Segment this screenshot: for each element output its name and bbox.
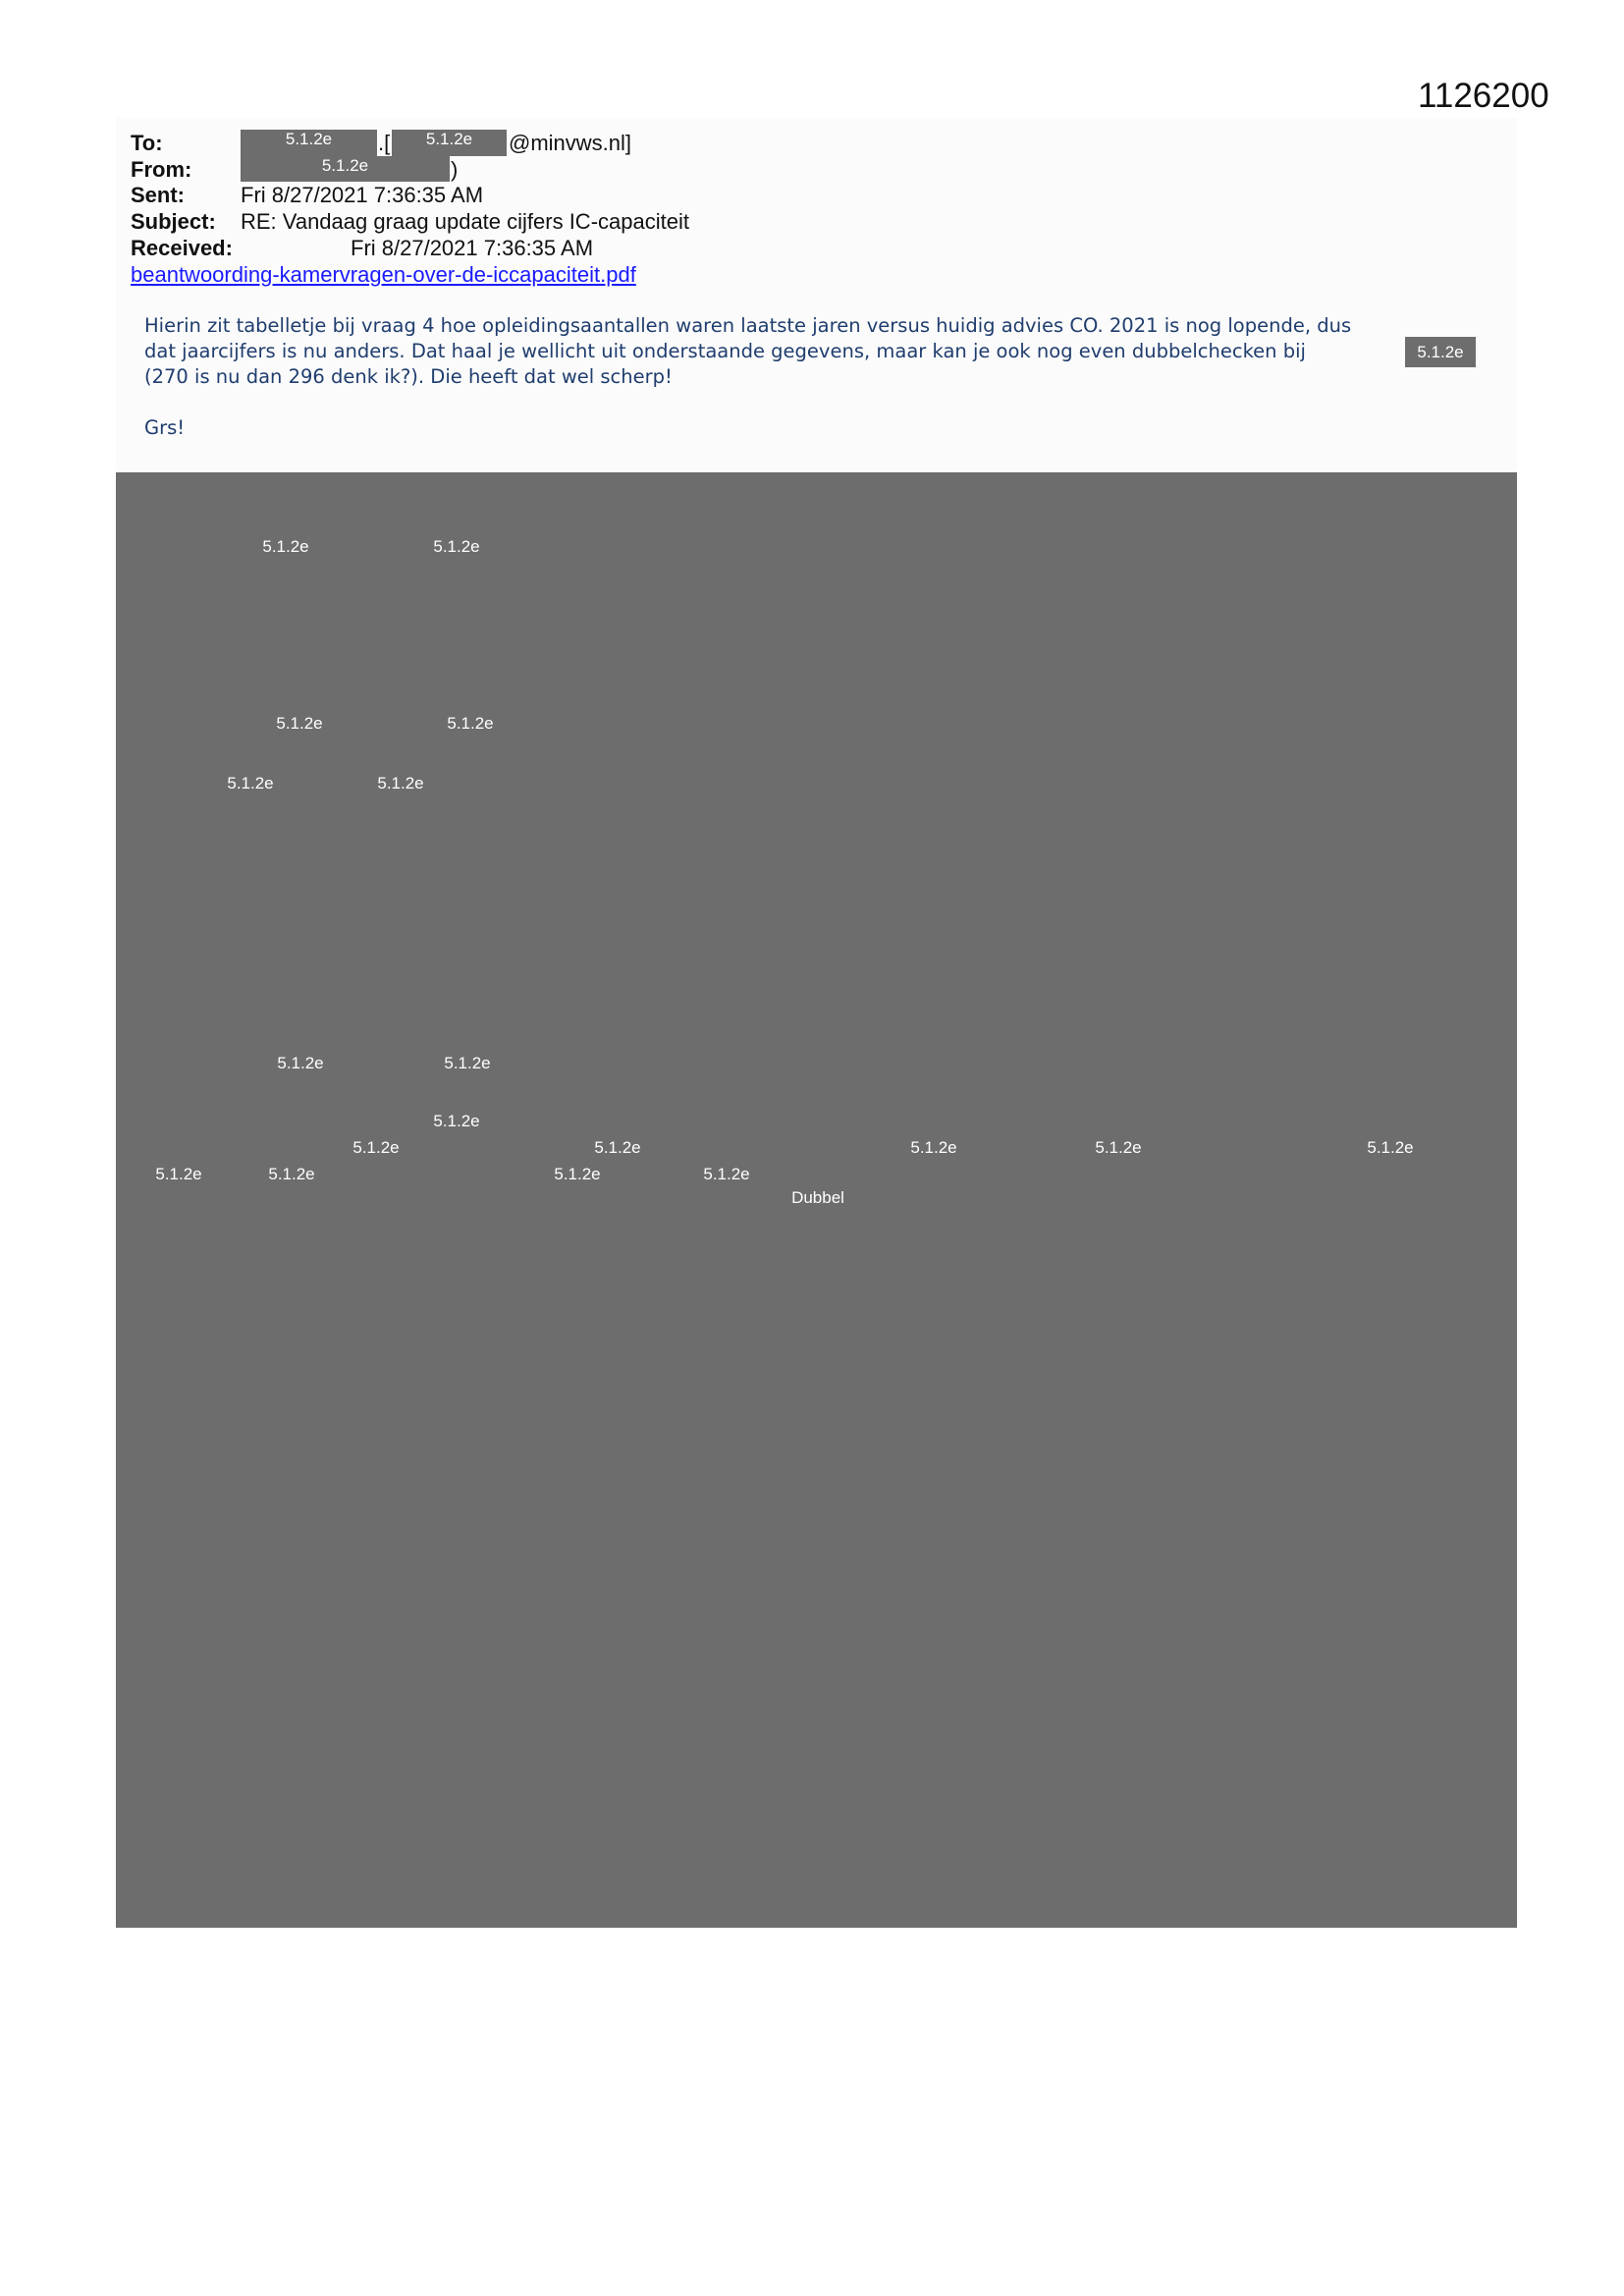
redaction-label: 5.1.2e [554, 1165, 601, 1183]
redaction-label: 5.1.2e [1367, 1138, 1414, 1157]
body-line-3: (270 is nu dan 296 denk ik?). Die heeft … [144, 365, 673, 388]
body-line-2: dat jaarcijfers is nu anders. Dat haal j… [144, 340, 1306, 362]
document-number: 1126200 [1418, 77, 1549, 115]
redaction-label: 5.1.2e [1095, 1138, 1142, 1157]
received-value: Fri 8/27/2021 7:36:35 AM [351, 236, 594, 260]
to-domain: @minvws.nl] [509, 131, 632, 155]
visible-word: Dubbel [791, 1188, 844, 1207]
redaction: 5.1.2e [241, 156, 450, 182]
redaction-label: 5.1.2e [433, 1112, 480, 1130]
to-separator: .[ [378, 131, 391, 155]
sent-label: Sent: [131, 183, 185, 207]
redaction-label: 5.1.2e [594, 1138, 641, 1157]
attachment-link[interactable]: beantwoording-kamervragen-over-de-iccapa… [131, 262, 636, 287]
redaction-label: 5.1.2e [447, 714, 494, 733]
subject-label: Subject: [131, 209, 216, 234]
redacted-block [116, 472, 1517, 1928]
redaction-label: 5.1.2e [703, 1165, 750, 1183]
redaction-label: 5.1.2e [268, 1165, 315, 1183]
redaction-label: 5.1.2e [277, 1054, 324, 1072]
redaction: 5.1.2e [241, 130, 377, 156]
subject-value: RE: Vandaag graag update cijfers IC-capa… [241, 209, 689, 234]
redaction-label: 5.1.2e [352, 1138, 400, 1157]
redaction-label: 5.1.2e [155, 1165, 202, 1183]
redaction-label: 5.1.2e [444, 1054, 491, 1072]
redaction: 5.1.2e [1405, 337, 1476, 367]
body-line-1: Hierin zit tabelletje bij vraag 4 hoe op… [144, 314, 1352, 337]
received-label: Received: [131, 236, 233, 260]
redaction-label: 5.1.2e [377, 774, 424, 793]
redaction-label: 5.1.2e [433, 537, 480, 556]
redaction: 5.1.2e [392, 130, 507, 156]
redaction-label: 5.1.2e [262, 537, 309, 556]
from-label: From: [131, 157, 192, 182]
redaction-label: 5.1.2e [910, 1138, 957, 1157]
body-closing: Grs! [144, 416, 186, 439]
redaction-label: 5.1.2e [227, 774, 274, 793]
redaction-label: 5.1.2e [276, 714, 323, 733]
from-suffix: ) [451, 157, 459, 182]
to-label: To: [131, 131, 163, 155]
sent-value: Fri 8/27/2021 7:36:35 AM [241, 183, 484, 207]
